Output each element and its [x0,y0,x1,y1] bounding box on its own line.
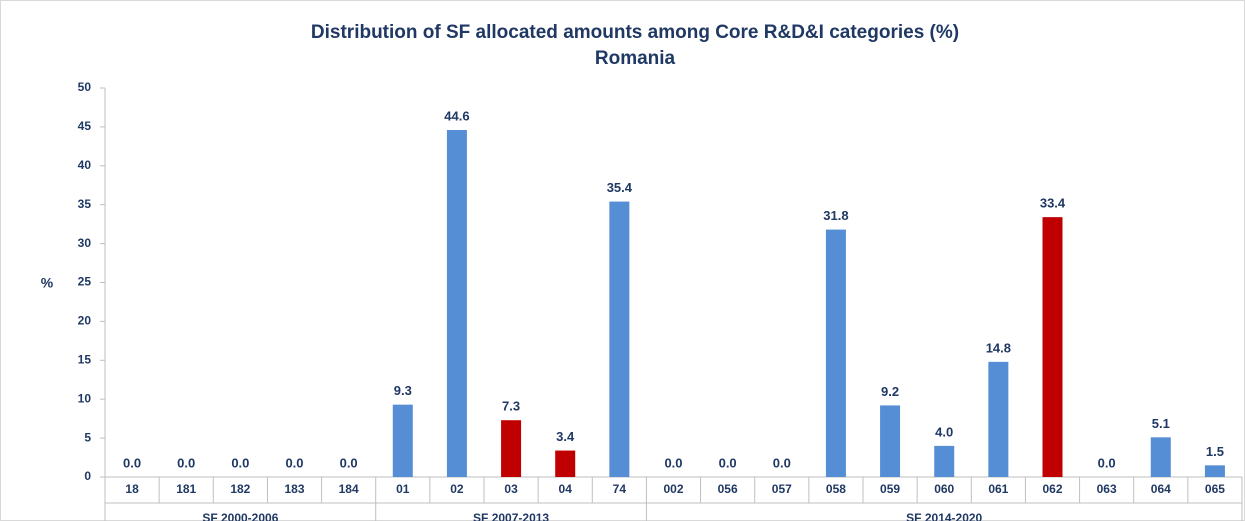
x-tick-label: 065 [1205,482,1225,496]
bar [1150,437,1171,477]
bar [555,450,576,477]
x-tick-label: 183 [284,482,304,496]
value-label: 31.8 [823,208,848,223]
value-label: 0.0 [231,455,249,470]
x-tick-label: 058 [826,482,846,496]
value-label: 0.0 [340,455,358,470]
y-tick-label: 40 [78,158,92,172]
value-label: 0.0 [1098,455,1116,470]
group-label: SF 2000-2006 [202,511,278,521]
y-tick-label: 15 [78,352,92,366]
y-tick-label: 45 [78,119,92,133]
value-label: 35.4 [607,180,633,195]
chart-title: Distribution of SF allocated amounts amo… [311,22,959,43]
value-label: 0.0 [285,455,303,470]
x-tick-label: 060 [934,482,954,496]
x-tick-label: 064 [1151,482,1171,496]
bar [392,404,413,477]
y-tick-label: 35 [78,197,92,211]
y-tick-label: 20 [78,314,92,328]
x-tick-label: 182 [230,482,250,496]
x-tick-label: 184 [339,482,359,496]
x-tick-label: 181 [176,482,196,496]
y-tick-label: 30 [78,236,92,250]
value-label: 33.4 [1040,196,1066,211]
bar [1042,217,1063,477]
y-axis-label: % [41,275,54,291]
value-label: 9.2 [881,384,899,399]
x-tick-label: 04 [559,482,573,496]
bar [934,445,955,477]
x-tick-label: 063 [1097,482,1117,496]
y-tick-label: 5 [84,430,91,444]
value-label: 0.0 [177,455,195,470]
bar [446,130,467,477]
value-label: 1.5 [1206,444,1224,459]
y-tick-label: 50 [78,80,92,94]
y-tick-label: 25 [78,275,92,289]
value-label: 0.0 [719,455,737,470]
value-label: 44.6 [444,108,469,123]
bar [880,405,901,477]
x-tick-label: 18 [125,482,139,496]
x-tick-label: 062 [1042,482,1062,496]
bar [1204,465,1225,477]
bar [501,420,522,477]
value-label: 0.0 [664,455,682,470]
x-tick-label: 059 [880,482,900,496]
bar [825,229,846,477]
group-label: SF 2014-2020 [906,511,982,521]
chart-subtitle: Romania [595,48,676,69]
y-tick-label: 0 [84,469,91,483]
x-tick-label: 03 [504,482,518,496]
bar [609,201,630,477]
x-tick-label: 061 [988,482,1008,496]
value-label: 9.3 [394,383,412,398]
value-label: 0.0 [773,455,791,470]
value-label: 7.3 [502,399,520,414]
value-label: 0.0 [123,455,141,470]
x-tick-label: 002 [663,482,683,496]
x-tick-label: 057 [772,482,792,496]
value-label: 5.1 [1152,416,1170,431]
y-tick-label: 10 [78,391,92,405]
bar [988,361,1009,477]
x-tick-label: 74 [613,482,627,496]
x-tick-label: 02 [450,482,464,496]
value-label: 14.8 [986,340,1011,355]
value-label: 4.0 [935,424,953,439]
x-tick-label: 056 [718,482,738,496]
group-label: SF 2007-2013 [473,511,549,521]
value-label: 3.4 [556,429,575,444]
x-tick-label: 01 [396,482,410,496]
